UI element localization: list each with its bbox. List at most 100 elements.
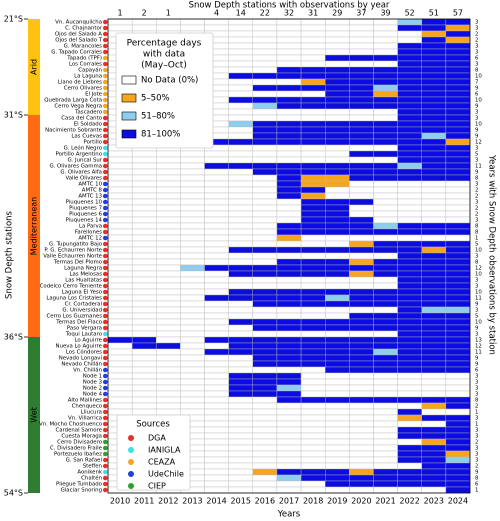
cell [349,114,374,122]
station-count: 8 [475,260,479,266]
cell [300,432,326,440]
cell [373,486,398,494]
cell [445,480,471,488]
cell [252,348,278,356]
cell [349,216,374,224]
cell [252,90,278,98]
cell [349,282,374,290]
cell [349,192,374,200]
x-tick-label: 2019 [327,497,347,506]
cell [373,318,398,326]
cell [180,210,205,218]
station-count: 1 [475,488,478,494]
cell [325,18,350,26]
cell [228,444,254,452]
cell [228,360,254,368]
cell [397,222,422,230]
cell [156,288,181,296]
source-dot [103,31,108,37]
cell [421,156,447,164]
cell [131,306,157,314]
cell [325,48,350,56]
station-count: 2 [475,38,478,44]
cell [300,330,326,338]
cell [397,210,422,218]
cell [276,198,302,206]
cell [204,378,229,386]
cell [180,324,205,332]
cell [373,270,398,278]
cell [276,78,302,86]
cell [445,324,471,332]
station-count: 3 [475,392,478,398]
cell [276,102,302,110]
cell [156,174,181,182]
region-bar [28,337,40,493]
cell [445,168,471,176]
cell [397,480,422,488]
cell [131,264,157,272]
cell [349,354,374,362]
station-name: Cuesta Moraga [61,434,102,440]
cell [156,198,181,206]
cell [204,354,229,362]
cell [373,156,398,164]
source-dot [103,445,108,451]
cell [252,288,278,296]
source-dot [103,367,108,373]
station-count: 8 [475,230,479,236]
x-axis-label: Years [277,510,301,520]
cell [445,126,471,134]
station-count: 3 [475,284,478,290]
cell [228,108,254,116]
cell [349,372,374,380]
cell [325,72,350,80]
cell [397,408,422,416]
cell [252,162,278,170]
cell [156,282,181,290]
cell [325,114,350,122]
cell [397,126,422,134]
source-dot [103,415,108,421]
cell [445,84,471,92]
station-name: El Jote [85,92,103,98]
station-name: Las Hualtatas [65,278,102,284]
cell [156,366,181,374]
source-dot [103,295,108,301]
station-name: Cr. Cortaderal [65,302,102,308]
lat-label: 54°S [4,489,23,498]
station-count: 5 [475,242,478,248]
cell [325,330,350,338]
station-count: 3 [475,62,478,68]
cell [204,252,229,260]
station-name: Portillo Argentino [56,152,102,158]
station-count: 10 [475,248,482,254]
cell [373,24,398,32]
cell [131,168,157,176]
cell [349,390,374,398]
cell [397,300,422,308]
cell [397,294,422,302]
cell [156,234,181,242]
cell [373,372,398,380]
cell [300,186,326,194]
station-count: 6 [475,56,479,62]
cell [397,270,422,278]
cell [252,216,278,224]
cell [421,132,447,140]
cell [300,360,326,368]
cell [180,156,205,164]
cell [397,348,422,356]
cell [276,420,302,428]
cell [445,246,471,254]
cell [349,168,374,176]
cell [397,342,422,350]
cell [349,408,374,416]
cell [349,480,374,488]
cell [107,402,133,410]
cell [107,324,133,332]
cell [107,318,133,326]
source-dot [103,43,108,49]
cell [397,42,422,50]
cell [325,408,350,416]
